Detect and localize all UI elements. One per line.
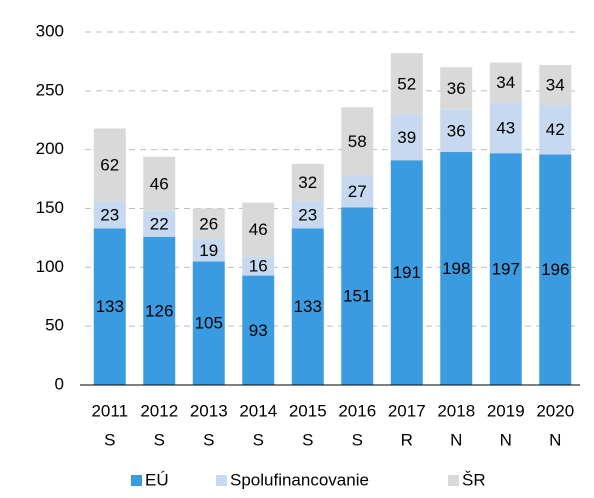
bar-segment xyxy=(93,201,126,229)
x-tick-label: 2012 xyxy=(140,401,178,420)
bar-segment xyxy=(341,175,374,208)
bar-segment xyxy=(489,153,522,385)
x-tick-label: S xyxy=(203,430,214,449)
x-tick-label: 2020 xyxy=(536,401,574,420)
bar-segment xyxy=(192,261,225,385)
x-tick-label: R xyxy=(401,430,413,449)
legend-swatch xyxy=(131,475,142,486)
data-label: 26 xyxy=(199,214,218,233)
bar-segment xyxy=(341,107,374,176)
data-label: 58 xyxy=(348,132,367,151)
legend-swatch xyxy=(448,475,459,486)
bar-segment xyxy=(440,67,473,110)
legend-label: Spolufinancovanie xyxy=(230,470,369,489)
data-label: 36 xyxy=(447,79,466,98)
data-label: 34 xyxy=(546,75,565,94)
data-label: 105 xyxy=(195,314,223,333)
bar-segment xyxy=(489,102,522,154)
legend-label: ŠR xyxy=(462,470,486,489)
x-tick-label: 2019 xyxy=(487,401,525,420)
data-label: 196 xyxy=(541,260,569,279)
bar-segment xyxy=(242,202,275,257)
bar-segment xyxy=(539,104,572,155)
data-label: 197 xyxy=(492,260,520,279)
data-label: 23 xyxy=(100,205,119,224)
x-tick-label: 2016 xyxy=(338,401,376,420)
x-tick-label: 2011 xyxy=(91,401,128,420)
bar-segment xyxy=(143,236,176,385)
bar-segment xyxy=(93,228,126,385)
bar-segment xyxy=(143,210,176,237)
x-tick-label: 2017 xyxy=(388,401,426,420)
data-label: 42 xyxy=(546,120,565,139)
bar-segment xyxy=(143,156,176,211)
data-label: 39 xyxy=(397,128,416,147)
data-label: 43 xyxy=(496,118,515,137)
bar-segment xyxy=(440,109,473,153)
bar-segment xyxy=(539,154,572,385)
x-tick-label: 2015 xyxy=(289,401,327,420)
data-label: 62 xyxy=(100,155,119,174)
data-label: 198 xyxy=(442,259,470,278)
bar-segment xyxy=(291,163,324,202)
y-tick-label: 100 xyxy=(36,257,64,276)
bar-segment xyxy=(291,201,324,229)
data-label: 133 xyxy=(294,297,322,316)
bar-segment xyxy=(242,275,275,385)
bar-segment xyxy=(291,228,324,385)
bar-segment xyxy=(192,208,225,240)
x-tick-label: S xyxy=(352,430,363,449)
bar-segment xyxy=(390,160,423,385)
bar-segment xyxy=(341,207,374,385)
y-tick-label: 300 xyxy=(36,21,64,40)
legend-swatch xyxy=(216,475,227,486)
bar-segment xyxy=(242,256,275,276)
data-label: 16 xyxy=(249,257,268,276)
data-label: 93 xyxy=(249,321,268,340)
bar-segment xyxy=(93,128,126,202)
data-label: 191 xyxy=(393,263,421,282)
data-label: 151 xyxy=(343,287,371,306)
data-label: 36 xyxy=(447,121,466,140)
x-tick-label: N xyxy=(500,430,512,449)
bar-segment xyxy=(390,53,423,115)
data-label: 52 xyxy=(397,74,416,93)
bar-segment xyxy=(539,64,572,105)
legend-label: EÚ xyxy=(145,470,169,489)
x-tick-label: S xyxy=(104,430,115,449)
data-label: 23 xyxy=(298,205,317,224)
x-tick-label: 2014 xyxy=(239,401,277,420)
bar-segment xyxy=(489,62,522,103)
y-tick-label: 50 xyxy=(45,316,64,335)
data-label: 32 xyxy=(298,173,317,192)
x-tick-label: 2013 xyxy=(190,401,228,420)
bar-segment xyxy=(440,152,473,385)
bar-segment xyxy=(192,239,225,262)
data-label: 46 xyxy=(249,220,268,239)
bar-segment xyxy=(390,114,423,161)
y-tick-label: 0 xyxy=(55,374,64,393)
data-label: 46 xyxy=(150,174,169,193)
x-tick-label: S xyxy=(154,430,165,449)
x-tick-label: N xyxy=(450,430,462,449)
y-tick-label: 200 xyxy=(36,139,64,158)
data-label: 133 xyxy=(96,297,124,316)
data-label: 34 xyxy=(496,73,515,92)
data-label: 22 xyxy=(150,214,169,233)
y-tick-label: 150 xyxy=(36,198,64,217)
x-tick-label: S xyxy=(302,430,313,449)
x-tick-label: N xyxy=(549,430,561,449)
data-label: 126 xyxy=(145,301,173,320)
x-tick-label: S xyxy=(253,430,264,449)
data-label: 19 xyxy=(199,241,218,260)
y-tick-label: 250 xyxy=(36,80,64,99)
x-tick-label: 2018 xyxy=(437,401,475,420)
data-label: 27 xyxy=(348,182,367,201)
